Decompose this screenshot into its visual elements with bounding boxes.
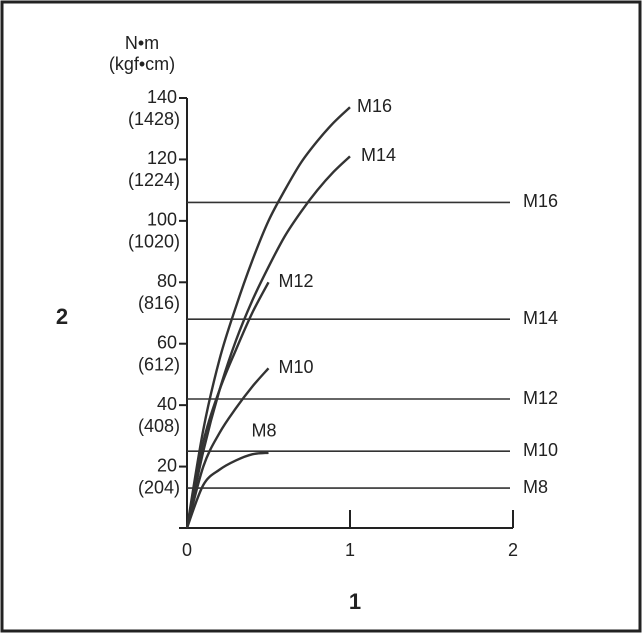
torque-curve bbox=[185, 451, 269, 529]
torque-curve bbox=[185, 106, 351, 529]
y2-tick-label: (1020) bbox=[128, 232, 180, 252]
series-label: M10 bbox=[279, 357, 314, 377]
series-label: M8 bbox=[252, 421, 277, 441]
x-tick-label: 0 bbox=[182, 540, 192, 560]
y-tick-label: 40 bbox=[157, 394, 177, 414]
x-tick-label: 2 bbox=[508, 540, 518, 560]
series-label: M14 bbox=[361, 145, 396, 165]
x-axis-label: 1 bbox=[349, 589, 361, 614]
torque-curve bbox=[185, 281, 270, 529]
limit-label: M8 bbox=[523, 477, 548, 497]
y2-tick-label: (408) bbox=[138, 416, 180, 436]
y2-tick-label: (1428) bbox=[128, 109, 180, 129]
y-tick-label: 140 bbox=[147, 87, 177, 107]
torque-curve bbox=[185, 367, 270, 529]
y2-unit: (kgf•cm) bbox=[109, 54, 175, 74]
limit-label: M16 bbox=[523, 191, 558, 211]
y2-tick-label: (1224) bbox=[128, 170, 180, 190]
y-tick-label: 100 bbox=[147, 210, 177, 230]
y2-tick-label: (612) bbox=[138, 354, 180, 374]
x-tick-label: 1 bbox=[345, 540, 355, 560]
y-axis-label: 2 bbox=[56, 304, 68, 329]
y2-tick-label: (816) bbox=[138, 293, 180, 313]
y-unit: N•m bbox=[125, 33, 159, 53]
y-tick-label: 80 bbox=[157, 271, 177, 291]
y-tick-label: 20 bbox=[157, 455, 177, 475]
y2-tick-label: (204) bbox=[138, 477, 180, 497]
y-tick-label: 60 bbox=[157, 332, 177, 352]
series-label: M12 bbox=[279, 271, 314, 291]
limit-label: M14 bbox=[523, 308, 558, 328]
limit-label: M12 bbox=[523, 388, 558, 408]
y-tick-label: 120 bbox=[147, 148, 177, 168]
torque-curve bbox=[185, 155, 351, 529]
limit-label: M10 bbox=[523, 440, 558, 460]
series-label: M16 bbox=[357, 96, 392, 116]
